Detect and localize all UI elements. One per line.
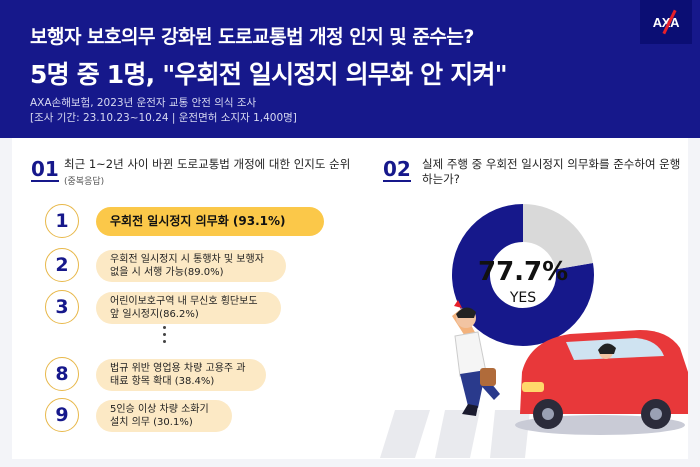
survey-source: AXA손해보험, 2023년 운전자 교통 안전 의식 조사 — [30, 97, 257, 109]
donut-slice — [522, 204, 593, 271]
rank-badge: 3 — [45, 290, 79, 324]
donut-percent: 77.7% — [478, 257, 569, 287]
pedestrian-illustration — [452, 300, 500, 416]
rank-badge: 9 — [45, 398, 79, 432]
survey-period: [조사 기간: 23.10.23~10.24 | 운전면허 소지자 1,400명… — [30, 112, 297, 124]
donut-slice — [452, 204, 594, 346]
section1-note: (중복응답) — [64, 177, 105, 187]
rank-item: 우회전 일시정지 의무화 (93.1%) — [96, 207, 324, 236]
rank-badge: 1 — [45, 204, 79, 238]
header-subtitle: 보행자 보호의무 강화된 도로교통법 개정 인지 및 준수는? — [30, 26, 474, 48]
car-illustration — [520, 330, 688, 429]
rank-badge: 2 — [45, 248, 79, 282]
rank-badge: 8 — [45, 357, 79, 391]
ellipsis-dots — [163, 326, 167, 347]
section2-question: 실제 주행 중 우회전 일시정지 의무화를 준수하여 운행하는가? — [422, 157, 681, 186]
section1-number: 01 — [31, 157, 59, 182]
crosswalk-illustration — [380, 410, 530, 458]
rank-item: 5인승 이상 차량 소화기 설치 의무 (30.1%) — [96, 400, 232, 432]
header-title: 5명 중 1명, "우회전 일시정지 의무화 안 지켜" — [30, 60, 508, 89]
rank-item: 우회전 일시정지 시 통행차 및 보행자 없을 시 서행 가능(89.0%) — [96, 250, 286, 282]
axa-logo: AXA — [640, 0, 692, 44]
rank-item: 법규 위반 영업용 차량 고용주 과태료 항목 확대 (38.4%) — [96, 359, 266, 391]
section1-question: 최근 1~2년 사이 바뀐 도로교통법 개정에 대한 인지도 순위 — [64, 157, 351, 171]
donut-chart — [452, 204, 594, 346]
alert-icon — [454, 300, 462, 308]
section2-number: 02 — [383, 157, 411, 182]
donut-answer: YES — [509, 290, 537, 306]
rank-item: 어린이보호구역 내 무신호 횡단보도 앞 일시정지(86.2%) — [96, 292, 281, 324]
header-banner: 보행자 보호의무 강화된 도로교통법 개정 인지 및 준수는? 5명 중 1명,… — [0, 0, 700, 138]
